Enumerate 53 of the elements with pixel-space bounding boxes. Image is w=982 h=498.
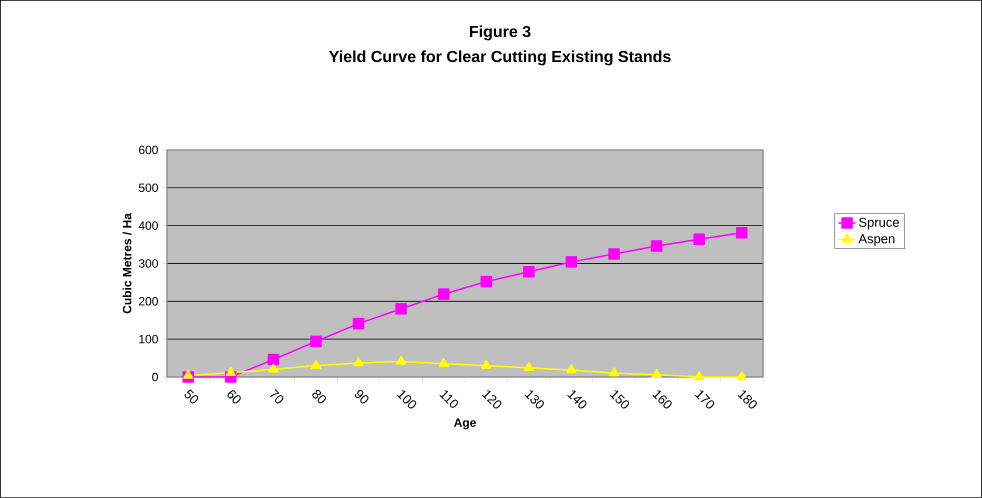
- point: [566, 364, 577, 374]
- point: [608, 367, 620, 376]
- point: [438, 288, 450, 300]
- x-axis-title: Age: [454, 418, 476, 430]
- x-tick-label: 130: [524, 390, 544, 409]
- point: [396, 356, 406, 365]
- point: [736, 371, 747, 380]
- x-tick-label: 110: [439, 390, 458, 408]
- point: [352, 318, 364, 330]
- x-tick-label: 60: [227, 390, 241, 404]
- x-tick-label: 50: [184, 389, 198, 404]
- point: [353, 357, 364, 366]
- legend-label: Spruce: [858, 218, 899, 230]
- point: [438, 358, 449, 368]
- point: [524, 362, 534, 372]
- y-tick-label: 400: [138, 221, 158, 230]
- x-tick-label: 170: [694, 390, 714, 409]
- y-tick-label: 300: [138, 259, 158, 268]
- chart-title: Figure 3: [470, 25, 531, 40]
- x-tick-label: 90: [354, 390, 369, 404]
- point: [736, 227, 748, 239]
- point: [395, 303, 407, 315]
- x-tick-label: 140: [567, 390, 587, 409]
- point: [566, 256, 578, 268]
- point: [652, 368, 662, 378]
- point: [183, 370, 194, 379]
- y-tick-label: 100: [139, 334, 158, 344]
- point: [268, 354, 280, 366]
- x-tick-label: 120: [482, 390, 502, 409]
- point: [226, 367, 236, 376]
- point: [310, 336, 322, 348]
- x-tick-label: 180: [737, 390, 757, 409]
- x-tick-label: 80: [312, 390, 326, 404]
- point: [268, 364, 278, 373]
- y-tick-label: 500: [138, 184, 158, 192]
- chart-subtitle: Yield Curve for Clear Cutting Existing Stands: [328, 50, 671, 66]
- y-tick-label: 0: [152, 372, 158, 382]
- point: [693, 234, 705, 246]
- point: [310, 360, 322, 369]
- point: [523, 266, 535, 278]
- y-tick-label: 600: [138, 146, 158, 154]
- point: [608, 248, 620, 260]
- point: [650, 240, 662, 252]
- point: [480, 276, 492, 288]
- y-axis-title: Cubic Metres / Ha: [122, 213, 132, 314]
- y-tick-label: 200: [138, 297, 158, 306]
- point: [481, 360, 492, 369]
- x-tick-label: 100: [396, 390, 416, 409]
- x-tick-label: 70: [270, 388, 284, 404]
- x-tick-label: 150: [610, 390, 630, 409]
- point: [694, 371, 704, 380]
- legend-label: Aspen: [858, 234, 894, 246]
- x-tick-label: 160: [652, 390, 672, 409]
